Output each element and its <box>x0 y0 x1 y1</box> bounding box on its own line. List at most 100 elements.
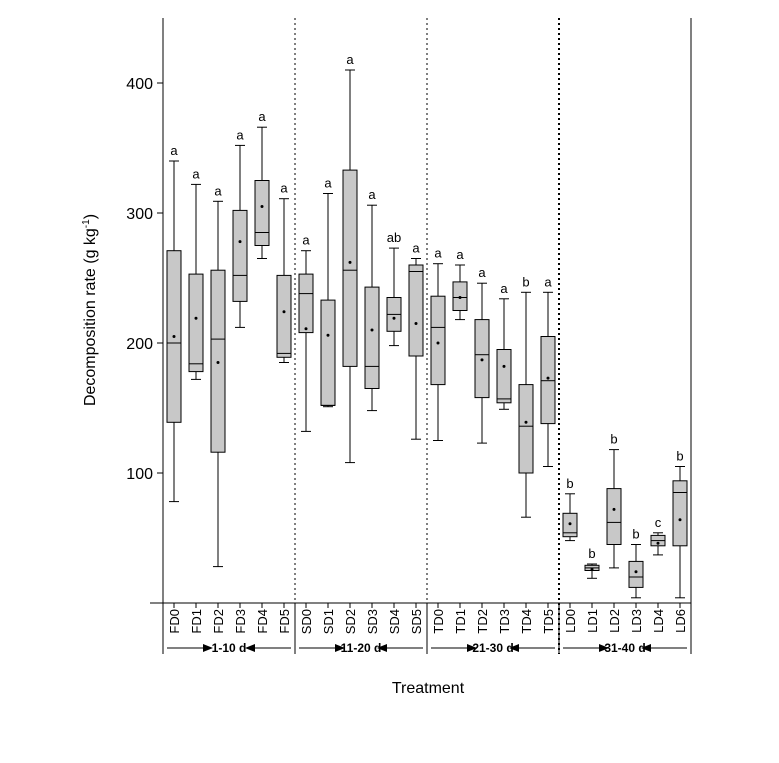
mean <box>436 341 440 345</box>
mean <box>590 567 594 571</box>
letter: a <box>368 187 376 202</box>
box <box>298 273 314 334</box>
y-label-sup: -1 <box>81 219 92 228</box>
group-arrow-head <box>599 644 609 652</box>
box <box>430 295 446 386</box>
y-label-main: Decomposition rate (g kg <box>82 228 99 406</box>
x-tick-label: TD5 <box>541 609 556 634</box>
x-tick-label: LD3 <box>629 609 644 633</box>
letter: a <box>302 233 310 248</box>
box <box>540 336 556 425</box>
letter: a <box>434 246 442 261</box>
letter: a <box>412 241 420 256</box>
x-tick-label: FD2 <box>211 609 226 634</box>
x-tick-label: TD1 <box>453 609 468 634</box>
x-tick-label: FD0 <box>167 609 182 634</box>
mean <box>238 240 242 244</box>
x-tick-label: FD1 <box>189 609 204 634</box>
mean <box>612 507 616 511</box>
mean <box>480 358 484 362</box>
x-tick-label: SD4 <box>387 609 402 634</box>
x-axis-label: Treatment <box>392 680 465 697</box>
mean <box>304 327 308 331</box>
mean <box>414 322 418 325</box>
letter: a <box>170 143 178 158</box>
mean <box>194 316 198 320</box>
group-label: 11-20 d <box>341 641 382 655</box>
x-tick-label: LD2 <box>607 609 622 633</box>
letter: a <box>544 274 552 289</box>
group-arrow-head <box>509 644 519 652</box>
y-label-end: ) <box>82 214 99 219</box>
letter: b <box>566 476 573 491</box>
mean <box>172 335 176 338</box>
box <box>276 274 292 358</box>
letter: b <box>676 449 683 464</box>
letter: a <box>324 176 332 191</box>
x-tick-label: SD3 <box>365 609 380 634</box>
letter: a <box>192 166 200 181</box>
letter: a <box>280 181 288 196</box>
letter: a <box>478 265 486 280</box>
group-arrow-head <box>203 644 213 652</box>
letter: b <box>522 274 529 289</box>
group-arrow-head <box>467 644 477 652</box>
letter: c <box>655 515 662 530</box>
x-tick-label: FD5 <box>277 609 292 634</box>
mean <box>678 518 682 522</box>
box <box>232 209 248 302</box>
x-tick-label: LD0 <box>563 609 578 633</box>
box <box>628 560 644 588</box>
mean <box>348 260 352 264</box>
mean <box>568 522 572 526</box>
x-tick-label: FD4 <box>255 609 270 634</box>
box <box>364 286 380 390</box>
mean <box>458 296 462 299</box>
group-arrow-head <box>245 644 255 652</box>
mean <box>546 376 550 380</box>
mean <box>370 328 374 332</box>
x-tick-label: SD1 <box>321 609 336 634</box>
letter: a <box>346 52 354 67</box>
mean <box>392 316 396 320</box>
letter: b <box>588 546 595 561</box>
box <box>254 180 270 246</box>
box <box>606 488 622 546</box>
letter: ab <box>387 230 401 245</box>
letter: b <box>610 432 617 447</box>
y-axis-label: Decomposition rate (g kg-1) <box>81 214 99 406</box>
mean <box>502 364 506 368</box>
letter: a <box>456 247 464 262</box>
x-tick-label: TD0 <box>431 609 446 634</box>
box <box>518 384 534 474</box>
y-tick-label: 300 <box>126 206 153 223</box>
letter: a <box>236 127 244 142</box>
group-label: 31-40 d <box>604 641 645 655</box>
mean <box>326 333 330 337</box>
letter: a <box>214 183 222 198</box>
box <box>188 273 204 373</box>
y-tick-label: 400 <box>126 76 153 93</box>
group-arrow-head <box>335 644 345 652</box>
box <box>672 480 688 547</box>
group-label: 1-10 d <box>212 641 247 655</box>
box <box>342 169 358 367</box>
x-tick-label: SD2 <box>343 609 358 634</box>
mean <box>260 205 264 208</box>
box <box>320 299 336 406</box>
x-tick-label: TD2 <box>475 609 490 634</box>
x-tick-label: SD5 <box>409 609 424 634</box>
x-tick-label: FD3 <box>233 609 248 634</box>
group-label: 21-30 d <box>472 641 513 655</box>
x-tick-label: LD1 <box>585 609 600 633</box>
x-tick-label: TD3 <box>497 609 512 634</box>
mean <box>634 570 638 574</box>
mean <box>656 541 660 545</box>
mean <box>216 361 220 364</box>
mean <box>524 420 528 424</box>
box <box>496 349 512 404</box>
mean <box>282 310 286 314</box>
box <box>408 264 424 357</box>
group-arrow-head <box>641 644 651 652</box>
